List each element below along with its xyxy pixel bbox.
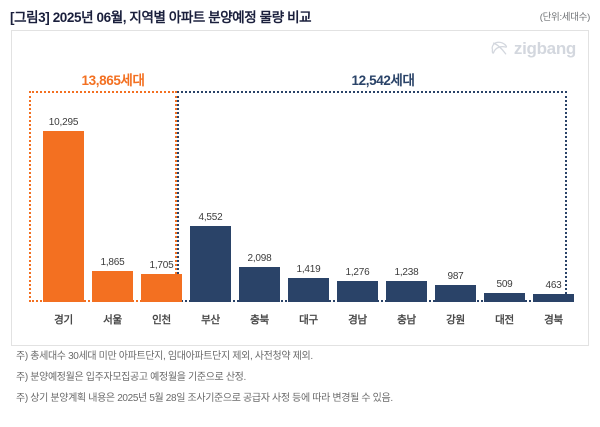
- bar-value-chungbuk: 2,098: [247, 253, 272, 264]
- bar-group-gyeongnam[interactable]: 1,276: [337, 267, 378, 302]
- group-total-regional: 12,542세대: [351, 73, 415, 88]
- group-total-metro: 13,865세대: [81, 73, 145, 88]
- bar-group-incheon[interactable]: 1,705: [141, 260, 182, 302]
- bar-seoul[interactable]: [92, 271, 133, 302]
- bar-group-seoul[interactable]: 1,865: [92, 257, 133, 302]
- bars-plot: 10,295 1,865 1,705 4,552 2,098: [12, 31, 590, 347]
- bar-value-seoul: 1,865: [100, 257, 125, 268]
- bar-value-gyeongnam: 1,276: [345, 267, 370, 278]
- bar-value-gangwon: 987: [447, 271, 464, 282]
- bar-value-incheon: 1,705: [149, 260, 174, 271]
- bar-busan[interactable]: [190, 226, 231, 302]
- zigbang-leaf-icon: [491, 41, 507, 55]
- bar-gyeongbuk[interactable]: [533, 294, 574, 302]
- note-item: 주) 분양예정월은 입주자모집공고 예정월을 기준으로 산정.: [16, 372, 246, 383]
- bar-group-gyeonggi[interactable]: 10,295: [43, 117, 84, 302]
- header: [그림3] 2025년 06월, 지역별 아파트 분양예정 물량 비교 (단위:…: [0, 0, 600, 28]
- bar-group-gangwon[interactable]: 987: [435, 271, 476, 302]
- bar-group-busan[interactable]: 4,552: [190, 212, 231, 302]
- zigbang-watermark: zigbang: [490, 39, 576, 58]
- axis-label-daejeon: 대전: [495, 314, 514, 326]
- axis-label-gyeongbuk: 경북: [544, 314, 563, 326]
- bar-group-chungnam[interactable]: 1,238: [386, 267, 427, 302]
- axis-label-seoul: 서울: [103, 314, 122, 326]
- page-title: [그림3] 2025년 06월, 지역별 아파트 분양예정 물량 비교: [10, 10, 312, 25]
- chart-frame: zigbang 13,865세대 12,542세대 10,295 1,865 1…: [11, 30, 589, 346]
- bar-group-daegu[interactable]: 1,419: [288, 264, 329, 302]
- bar-chungbuk[interactable]: [239, 267, 280, 302]
- bar-gyeongnam[interactable]: [337, 281, 378, 302]
- unit-label: (단위:세대수): [539, 12, 591, 23]
- bar-value-gyeongbuk: 463: [545, 280, 562, 291]
- axis-label-busan: 부산: [201, 314, 220, 326]
- bar-gangwon[interactable]: [435, 285, 476, 302]
- bar-value-gyeonggi: 10,295: [48, 117, 79, 128]
- bar-value-busan: 4,552: [198, 212, 223, 223]
- axis-label-chungbuk: 충북: [250, 314, 269, 326]
- bar-value-daejeon: 509: [496, 279, 513, 290]
- bar-incheon[interactable]: [141, 274, 182, 302]
- bar-value-daegu: 1,419: [296, 264, 321, 275]
- bar-gyeonggi[interactable]: [43, 131, 84, 302]
- bar-daejeon[interactable]: [484, 293, 525, 302]
- bar-value-chungnam: 1,238: [394, 267, 419, 278]
- note-item: 주) 총세대수 30세대 미만 아파트단지, 임대아파트단지 제외, 사전청약 …: [16, 351, 313, 362]
- bar-group-gyeongbuk[interactable]: 463: [533, 280, 574, 302]
- axis-label-gangwon: 강원: [446, 314, 465, 326]
- note-item: 주) 상기 분양계획 내용은 2025년 5월 28일 조사기준으로 공급자 사…: [16, 393, 393, 404]
- zigbang-wordmark: zigbang: [513, 39, 576, 58]
- bar-chungnam[interactable]: [386, 281, 427, 302]
- axis-label-gyeongnam: 경남: [348, 314, 367, 326]
- bar-group-daejeon[interactable]: 509: [484, 279, 525, 302]
- bar-daegu[interactable]: [288, 278, 329, 302]
- axis-label-chungnam: 충남: [397, 314, 416, 326]
- axis-label-daegu: 대구: [299, 314, 318, 326]
- notes-block: 주) 총세대수 30세대 미만 아파트단지, 임대아파트단지 제외, 사전청약 …: [16, 352, 586, 415]
- axis-label-gyeonggi: 경기: [54, 314, 73, 326]
- axis-label-incheon: 인천: [152, 314, 171, 326]
- bar-group-chungbuk[interactable]: 2,098: [239, 253, 280, 302]
